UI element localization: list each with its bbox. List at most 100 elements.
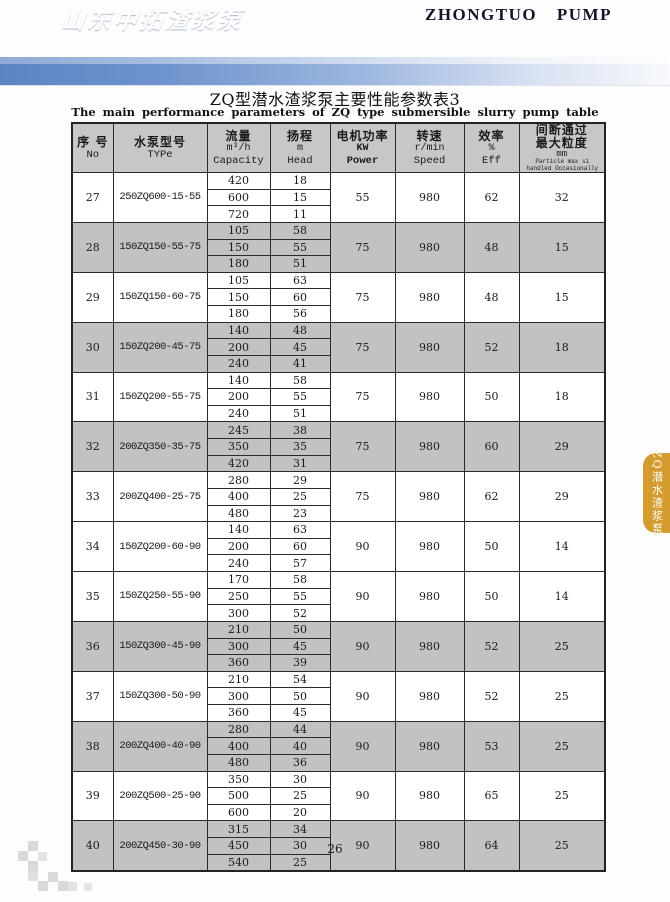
pump-row-35-sub2: 250 55: [72, 587, 605, 606]
pump-type-cell: 200ZQ450-30-90: [112, 820, 208, 872]
head-cell: 23: [269, 504, 331, 523]
pump-row-27-sub1: 27 250ZQ600-15-55 420 18 55 980 62 32: [71, 172, 606, 223]
power-cell: 75: [329, 471, 396, 523]
eff-cell: 48: [463, 221, 520, 273]
particle-cell: 18: [518, 371, 606, 423]
head-cell: 60: [269, 537, 331, 556]
capacity-cell: 245: [206, 421, 271, 439]
pump-row-38-sub2: 400 40: [72, 737, 605, 755]
pump-row-36-sub2: 300 45: [72, 637, 605, 656]
particle-cell: 25: [518, 670, 606, 722]
head-cell: 25: [269, 853, 331, 872]
pump-row-29-sub3: 180 56: [72, 305, 605, 323]
head-cell: 38: [269, 421, 331, 439]
head-cell: 41: [269, 354, 331, 373]
head-cell: 58: [269, 571, 331, 589]
pump-row-34-sub1: 34 150ZQ200-60-90 140 63 90 980 50 14: [71, 521, 606, 572]
head-cell: 34: [269, 820, 331, 838]
power-cell: 90: [329, 670, 396, 722]
pump-type-cell: 200ZQ400-40-90: [112, 720, 208, 772]
power-cell: 75: [329, 421, 396, 473]
particle-cell: 25: [518, 820, 606, 872]
power-cell: 55: [329, 172, 396, 223]
pump-row-34-sub2: 200 60: [72, 537, 605, 556]
brand-name-en: ZHONGTUO PUMP: [425, 5, 612, 24]
speed-cell: 980: [394, 321, 465, 373]
head-cell: 55: [269, 587, 331, 606]
speed-cell: 980: [394, 421, 465, 473]
power-cell: 90: [329, 571, 396, 622]
pump-row-38-sub1: 38 200ZQ400-40-90 280 44 90 980 53 25: [71, 720, 606, 772]
pump-type-cell: 250ZQ600-15-55: [112, 172, 208, 223]
head-cell: 63: [269, 521, 331, 539]
capacity-cell: 150: [206, 238, 271, 257]
particle-cell: 18: [518, 321, 606, 373]
speed-cell: 980: [394, 670, 465, 722]
head-cell: 54: [269, 670, 331, 689]
pump-parameters-table: 序 号 No 水泵型号 TYPe 流量 m³/h Capacity 扬程 m H…: [71, 122, 606, 873]
capacity-cell: 240: [206, 554, 271, 572]
pump-row-31-sub3: 240 51: [72, 404, 605, 423]
eff-cell: 64: [463, 820, 520, 872]
pump-type-cell: 150ZQ300-45-90: [112, 620, 208, 672]
particle-cell: 15: [518, 271, 606, 323]
pump-row-30-sub1: 30 150ZQ200-45-75 140 48 75 980 52 18: [71, 321, 606, 373]
head-cell: 57: [269, 554, 331, 572]
pump-row-30-sub2: 200 45: [72, 338, 605, 356]
head-cell: 48: [269, 321, 331, 340]
pump-row-28-sub3: 180 51: [72, 255, 605, 273]
head-cell: 40: [269, 737, 331, 755]
power-cell: 90: [329, 521, 396, 572]
capacity-cell: 400: [206, 487, 271, 506]
speed-cell: 980: [394, 271, 465, 323]
head-cell: 11: [269, 205, 331, 223]
header-eff: 效率 % Eff: [463, 122, 520, 173]
head-cell: 51: [269, 255, 331, 273]
row-no-cell: 38: [71, 720, 114, 772]
row-no-cell: 29: [71, 271, 114, 323]
eff-cell: 50: [463, 571, 520, 622]
row-no-cell: 28: [71, 221, 114, 273]
pump-row-37-sub2: 300 50: [72, 687, 605, 705]
pump-type-cell: 150ZQ250-55-90: [112, 571, 208, 622]
capacity-cell: 350: [206, 770, 271, 789]
particle-cell: 25: [518, 620, 606, 672]
capacity-cell: 315: [206, 820, 271, 838]
capacity-cell: 200: [206, 388, 271, 406]
brand-logo-calligraphy: 山东中拓渣浆泵: [59, 7, 246, 34]
pump-row-33-sub3: 480 23: [72, 504, 605, 523]
head-cell: 25: [269, 487, 331, 506]
header-capacity: 流量 m³/h Capacity: [206, 122, 271, 173]
capacity-cell: 200: [206, 537, 271, 556]
row-no-cell: 39: [71, 770, 114, 822]
head-cell: 30: [269, 770, 331, 789]
capacity-cell: 140: [206, 521, 271, 539]
pump-type-cell: 200ZQ500-25-90: [112, 770, 208, 822]
head-cell: 39: [269, 654, 331, 672]
pump-type-cell: 150ZQ150-55-75: [112, 221, 208, 273]
head-cell: 15: [269, 188, 331, 207]
power-cell: 75: [329, 321, 396, 373]
pump-row-27-sub3: 720 11: [72, 205, 605, 223]
band-gloss-strip: [0, 57, 670, 64]
header-type: 水泵型号 TYPe: [112, 122, 208, 173]
header-power: 电机功率 KW Power: [329, 122, 396, 173]
row-no-cell: 40: [71, 820, 114, 872]
eff-cell: 52: [463, 620, 520, 672]
capacity-cell: 600: [206, 803, 271, 822]
pump-row-38-sub3: 480 36: [72, 753, 605, 772]
capacity-cell: 500: [206, 787, 271, 805]
capacity-cell: 140: [206, 371, 271, 390]
row-no-cell: 30: [71, 321, 114, 373]
capacity-cell: 140: [206, 321, 271, 340]
particle-cell: 14: [518, 571, 606, 622]
pump-row-40-sub2: 450 30: [72, 837, 605, 855]
capacity-cell: 210: [206, 670, 271, 689]
pump-row-33-sub1: 33 200ZQ400-25-75 280 29 75 980 62 29: [71, 471, 606, 523]
pump-row-33-sub2: 400 25: [72, 487, 605, 506]
pump-type-cell: 200ZQ400-25-75: [112, 471, 208, 523]
capacity-cell: 540: [206, 853, 271, 872]
head-cell: 29: [269, 471, 331, 489]
pump-type-cell: 150ZQ200-55-75: [112, 371, 208, 423]
pump-row-29-sub1: 29 150ZQ150-60-75 105 63 75 980 48 15: [71, 271, 606, 323]
